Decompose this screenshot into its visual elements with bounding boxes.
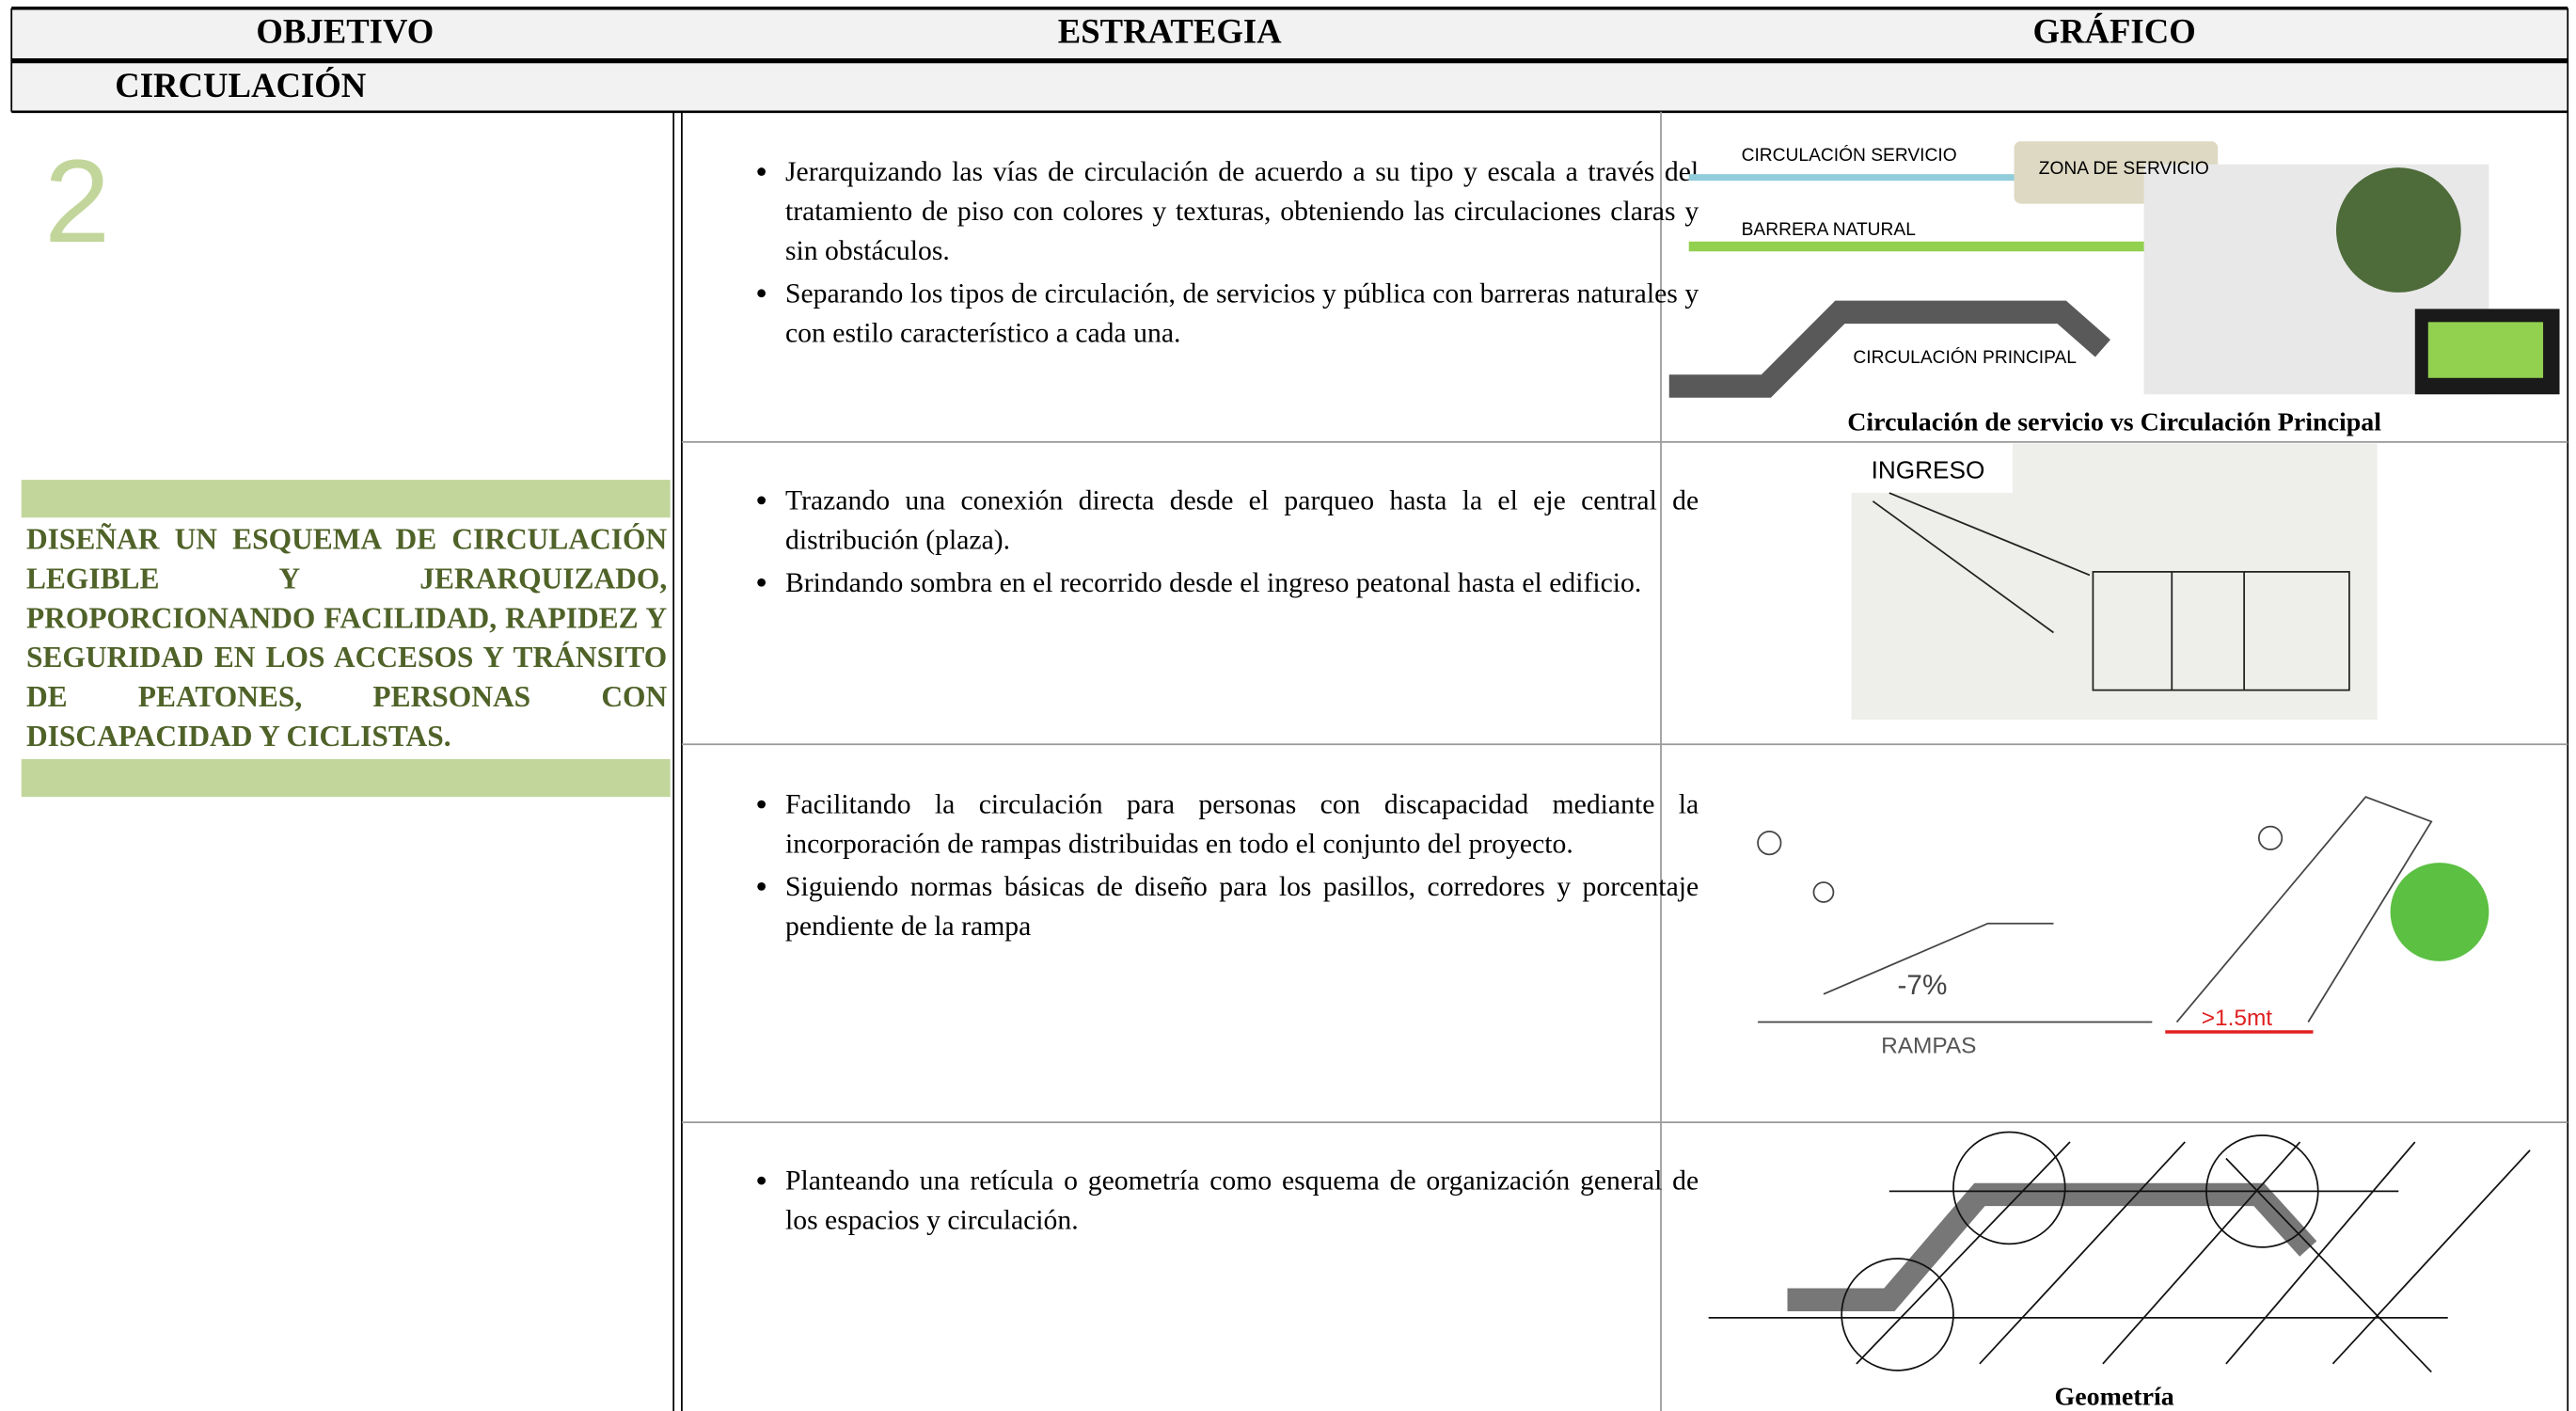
bullet: Trazando una conexión directa desde el p…: [785, 482, 1699, 561]
graphic-label: >1.5mt: [2202, 1006, 2273, 1031]
graphic-label: ZONA DE SERVICIO: [2039, 159, 2209, 179]
graphic-label: CIRCULACIÓN PRINCIPAL: [1853, 347, 2077, 368]
bullet: Brindando sombra en el recorrido desde e…: [785, 563, 1699, 603]
objective-text: DISEÑAR UN ESQUEMA DE CIRCULACIÓN LEGIBL…: [25, 522, 668, 753]
column-header: OBJETIVO: [256, 11, 435, 52]
column-header: ESTRATEGIA: [1057, 11, 1282, 52]
graphic-caption: Geometría: [2055, 1383, 2174, 1411]
bullet: Jerarquizando las vías de circulación de…: [785, 152, 1699, 271]
column-header: GRÁFICO: [2032, 11, 2196, 52]
section-title: CIRCULACIÓN: [115, 65, 367, 105]
geometry-sketch: Geometría: [1708, 1131, 2531, 1411]
graphic-label: CIRCULACIÓN SERVICIO: [1742, 145, 1957, 166]
bullet: Siguiendo normas básicas de diseño para …: [785, 867, 1699, 946]
circulation-graphic: CIRCULACIÓN SERVICIO ZONA DE SERVICIO BA…: [1668, 141, 2560, 437]
graphic-label: RAMPAS: [1881, 1034, 1976, 1059]
bullet-list: Planteando una retícula o geometría como…: [736, 1162, 1699, 1244]
bullet: Separando los tipos de circulación, de s…: [785, 275, 1699, 354]
bullet-list: Jerarquizando las vías de circulación de…: [736, 152, 1699, 357]
graphic-label: -7%: [1898, 970, 1948, 1001]
bullet: Planteando una retícula o geometría como…: [785, 1162, 1699, 1241]
ramp-sketch: -7% RAMPAS >1.5mt: [1757, 796, 2489, 1059]
graphic-label: BARRERA NATURAL: [1742, 220, 1917, 240]
graphic-label: INGRESO: [1872, 455, 1985, 484]
parking-sketch: INGRESO: [1851, 443, 2378, 721]
bullet-list: Trazando una conexión directa desde el p…: [736, 482, 1699, 607]
bullet: Facilitando la circulación para personas…: [785, 785, 1699, 864]
objective-number: 2: [44, 135, 111, 268]
bullet-list: Facilitando la circulación para personas…: [736, 785, 1699, 950]
graphic-caption: Circulación de servicio vs Circulación P…: [1847, 408, 2381, 437]
